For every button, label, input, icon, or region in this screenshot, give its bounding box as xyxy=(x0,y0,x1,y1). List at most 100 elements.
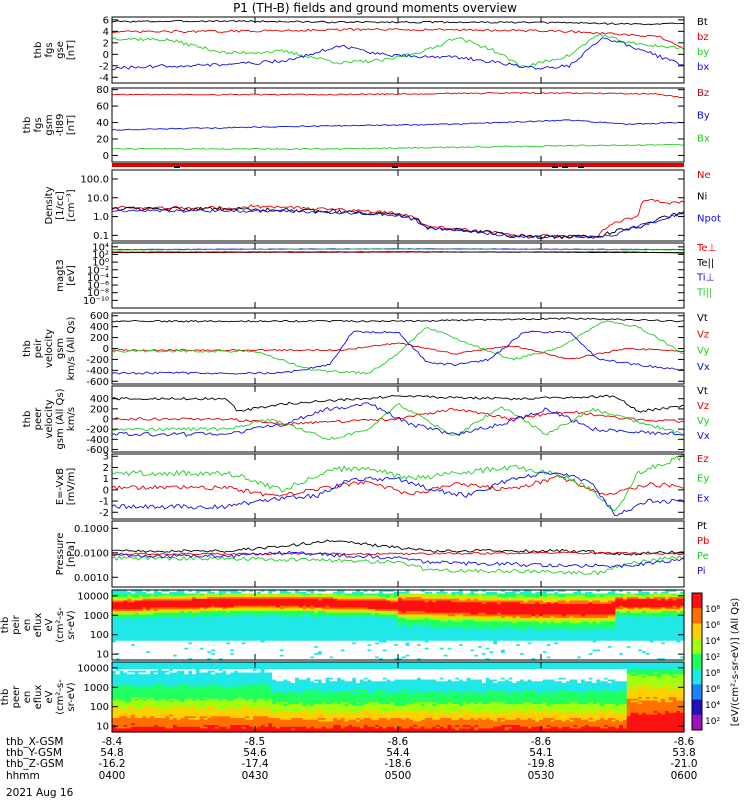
y-axis-label: thb xyxy=(22,411,33,428)
spectrogram-cell xyxy=(409,626,414,630)
spectrogram-cell xyxy=(333,623,338,626)
spectrogram-cell xyxy=(237,604,243,607)
spectrogram-cell xyxy=(378,640,384,644)
spectrogram-cell xyxy=(493,607,498,610)
spectrogram-cell xyxy=(146,602,151,605)
spectrogram-cell xyxy=(264,632,269,635)
spectrogram-cell xyxy=(112,595,117,598)
spectrogram-cell xyxy=(131,651,136,654)
spectrogram-cell xyxy=(363,609,369,612)
spectrogram-cell xyxy=(234,612,239,616)
spectrogram-cell xyxy=(500,653,506,656)
spectrogram-cell xyxy=(356,605,361,609)
spectrogram-cell xyxy=(375,656,380,659)
spectrogram-cell xyxy=(192,611,197,614)
spectrogram-cell xyxy=(123,625,128,628)
spectrogram-cell xyxy=(275,607,281,610)
spectrogram-cell xyxy=(382,621,388,624)
spectrogram-cell xyxy=(218,642,224,645)
spectrogram-cell xyxy=(268,604,273,607)
spectrogram-cell xyxy=(344,616,350,619)
spectrogram-cell xyxy=(417,639,422,642)
spectrogram-cell xyxy=(451,647,456,651)
spectrogram-cell xyxy=(489,619,494,623)
spectrogram-cell xyxy=(546,637,552,640)
spectrogram-cell xyxy=(401,646,407,649)
spectrogram-cell xyxy=(127,640,132,644)
spectrogram-cell xyxy=(478,630,483,633)
spectrogram-cell xyxy=(516,647,521,651)
spectrogram-cell xyxy=(131,640,136,644)
spectrogram-cell xyxy=(500,630,506,633)
spectrogram-cell xyxy=(115,646,121,649)
spectrogram-cell xyxy=(306,632,311,635)
spectrogram-cell xyxy=(249,647,254,651)
spectrogram-cell xyxy=(260,614,266,617)
spectrogram-cell xyxy=(195,616,201,619)
spectrogram-cell xyxy=(184,651,189,654)
spectrogram-cell xyxy=(550,639,555,642)
spectrogram-cell xyxy=(531,591,536,595)
spectrogram-cell xyxy=(398,635,403,638)
spectrogram-cell xyxy=(542,619,548,623)
spectrogram-cell xyxy=(352,628,357,631)
spectrogram-cell xyxy=(321,658,327,661)
spectrogram-cell xyxy=(520,640,525,644)
spectrogram-cell xyxy=(478,611,483,614)
spectrogram-cell xyxy=(188,590,193,593)
spectrogram-cell xyxy=(352,612,357,616)
spectrogram-cell xyxy=(169,658,174,661)
spectrogram-cell xyxy=(131,656,136,659)
spectrogram-cell xyxy=(264,593,269,596)
spectrogram-cell xyxy=(424,647,430,651)
spectrogram-cell xyxy=(314,616,319,619)
spectrogram-cell xyxy=(314,646,319,649)
spectrogram-cell xyxy=(470,628,475,631)
spectrogram-cell xyxy=(291,656,296,659)
spectrogram-cell xyxy=(291,602,296,605)
spectrogram-cell xyxy=(394,591,399,595)
spectrogram-cell xyxy=(203,642,208,645)
spectrogram-cell xyxy=(390,621,395,624)
spectrogram-cell xyxy=(207,647,212,651)
spectrogram-cell xyxy=(439,630,445,633)
spectrogram-cell xyxy=(352,625,357,628)
spectrogram-cell xyxy=(485,593,491,596)
spectrogram-cell xyxy=(329,630,334,633)
spectrogram-cell xyxy=(371,656,376,659)
spectrogram-cell xyxy=(184,625,189,628)
spectrogram-cell xyxy=(336,653,342,656)
spectrogram-cell xyxy=(432,635,437,638)
spectrogram-cell xyxy=(184,637,189,640)
spectrogram-cell xyxy=(180,658,186,661)
spectrogram-cell xyxy=(218,616,224,619)
spectrogram-cell xyxy=(451,644,456,647)
spectrogram-cell xyxy=(417,598,422,602)
spectrogram-cell xyxy=(253,635,258,638)
spectrogram-cell xyxy=(428,633,433,637)
spectrogram-cell xyxy=(481,633,487,637)
spectrogram-cell xyxy=(146,597,151,600)
spectrogram-cell xyxy=(161,598,166,602)
spectrogram-cell xyxy=(336,623,342,626)
spectrogram-cell xyxy=(451,593,456,596)
spectrogram-cell xyxy=(401,593,407,596)
spectrogram-cell xyxy=(367,607,372,610)
spectrogram-cell xyxy=(176,591,182,595)
spectrogram-cell xyxy=(386,625,391,628)
spectrogram-cell xyxy=(531,595,536,598)
spectrogram-cell xyxy=(226,595,231,598)
spectrogram-cell xyxy=(489,656,494,659)
spectrogram-cell xyxy=(336,639,342,642)
spectrogram-cell xyxy=(336,637,342,640)
spectrogram-cell xyxy=(199,591,205,595)
spectrogram-cell xyxy=(241,600,247,603)
spectrogram-cell xyxy=(352,653,357,656)
spectrogram-cell xyxy=(504,625,510,628)
spectrogram-cell xyxy=(398,647,403,651)
spectrogram-cell xyxy=(500,597,506,600)
spectrogram-cell xyxy=(161,623,166,626)
spectrogram-cell xyxy=(386,614,391,617)
spectrogram-cell xyxy=(192,591,197,595)
spectrogram-cell xyxy=(417,593,422,596)
